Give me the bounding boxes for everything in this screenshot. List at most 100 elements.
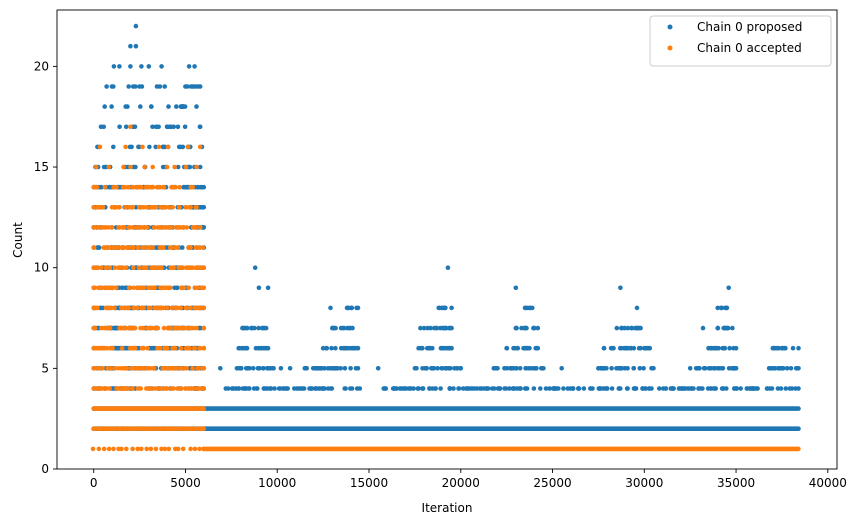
point-proposed [355,345,361,351]
point-proposed [162,84,167,89]
point-proposed [251,386,257,391]
point-accepted [178,305,184,311]
point-accepted [146,285,151,291]
point-proposed [504,345,509,351]
point-proposed [528,366,534,371]
point-accepted [113,285,119,291]
point-accepted [172,164,177,170]
point-proposed [302,366,308,371]
point-proposed [397,386,403,391]
point-accepted [166,285,172,291]
point-accepted [130,225,136,230]
point-proposed [596,366,601,371]
point-proposed [138,104,143,109]
point-proposed [187,164,193,170]
point-accepted [177,225,183,230]
point-accepted [201,386,207,391]
point-proposed [637,366,643,371]
point-proposed [543,386,549,391]
point-accepted [112,265,118,271]
point-accepted [135,285,140,291]
point-accepted [136,184,141,190]
point-accepted [190,184,196,190]
band-accepted [201,446,801,452]
point-accepted [194,325,199,331]
point-proposed [515,345,521,351]
point-accepted [188,305,193,311]
point-proposed [514,386,520,391]
point-accepted [96,446,102,452]
point-accepted [100,366,105,371]
point-accepted [110,245,116,250]
point-proposed [435,366,440,371]
point-proposed [261,366,266,371]
point-accepted [195,366,201,371]
point-proposed [124,345,129,351]
point-accepted [139,446,144,452]
point-proposed [119,285,125,291]
point-proposed [691,386,696,391]
point-accepted [159,446,164,452]
point-accepted [135,386,141,391]
point-proposed [348,386,353,391]
point-accepted [93,164,99,170]
point-proposed [726,366,732,371]
point-accepted [194,164,199,170]
point-proposed [527,345,532,351]
point-accepted [123,205,128,210]
point-accepted [124,265,129,271]
point-proposed [726,285,731,291]
point-proposed [561,386,566,391]
point-accepted [192,446,198,452]
point-accepted [201,345,207,351]
point-proposed [350,325,355,331]
point-proposed [784,366,790,371]
point-proposed [308,386,314,391]
point-accepted [184,225,190,230]
point-proposed [416,345,421,351]
point-accepted [91,245,96,250]
point-proposed [744,386,750,391]
point-accepted [105,366,110,371]
point-accepted [201,446,206,452]
band-proposed [91,406,801,411]
point-proposed [609,386,615,391]
point-proposed [195,184,201,190]
point-proposed [234,366,240,371]
point-accepted [121,164,126,170]
point-proposed [733,366,739,371]
point-accepted [91,325,96,331]
point-proposed [263,386,269,391]
point-proposed [484,386,489,391]
point-proposed [133,23,139,29]
point-accepted [90,446,96,452]
point-accepted [105,245,111,250]
point-accepted [154,184,160,190]
point-proposed [618,366,623,371]
point-proposed [109,84,115,89]
point-accepted [155,225,160,230]
point-accepted [201,285,207,291]
point-proposed [344,305,350,311]
point-proposed [600,386,606,391]
point-accepted [175,245,181,250]
point-proposed [687,366,693,371]
point-proposed [657,386,662,391]
point-accepted [143,184,149,190]
point-proposed [333,345,338,351]
point-accepted [184,305,190,311]
point-accepted [91,285,96,291]
point-proposed [711,366,716,371]
point-proposed [779,345,785,351]
point-proposed [788,366,794,371]
point-proposed [775,345,781,351]
point-accepted [183,164,189,170]
point-proposed [342,386,348,391]
point-proposed [109,104,114,109]
point-accepted [193,386,199,391]
point-proposed [695,366,700,371]
point-proposed [491,366,497,371]
point-proposed [570,386,576,391]
point-proposed [174,285,180,291]
point-proposed [513,285,519,291]
